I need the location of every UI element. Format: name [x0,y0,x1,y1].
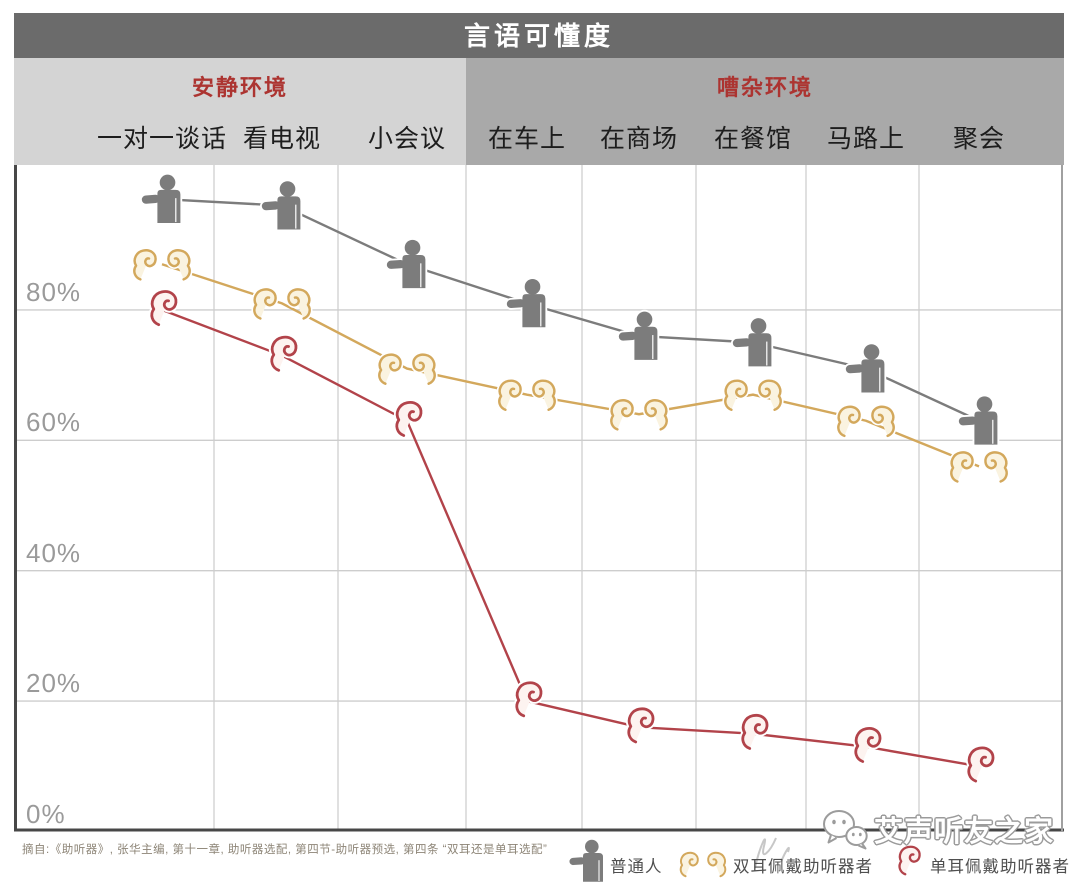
category-label-0: 一对一谈话 [96,125,228,153]
category-label-1: 看电视 [242,125,322,153]
person-icon [504,277,548,330]
watermark-scribble [754,837,790,869]
y-axis-label-0: 0% [26,798,66,829]
quiet-section-background [14,58,466,165]
category-label-4: 在商场 [599,125,679,153]
ear-single-icon [965,744,997,785]
category-label-7: 聚会 [952,125,1006,153]
ears-pair-icon [948,449,1010,485]
section-label-noisy: 嘈杂环境 [716,75,814,100]
person-icon [730,316,774,369]
ear-single-icon [852,725,884,765]
ears-pair-icon [251,286,313,322]
legend-label-monaural: 单耳佩戴助听器者 [930,858,1070,876]
person-icon [956,394,1000,447]
ears-pair-icon [376,351,438,387]
person-icon [843,342,887,395]
source-citation: 摘自:《助听器》, 张华主编, 第十一章, 助听器选配, 第四节-助听器预选, … [22,844,548,856]
gridlines [16,165,1062,830]
series-line-2 [161,308,980,768]
ear-single-icon [625,705,657,746]
y-axis-label-20: 20% [26,668,82,699]
legend-label-normal: 普通人 [610,858,663,876]
ear-single-icon [393,399,425,439]
ear-single-icon [513,679,545,720]
category-label-2: 小会议 [367,125,447,153]
ears-pair-icon [608,397,670,433]
noisy-section-background [466,58,1064,165]
category-label-6: 马路上 [826,125,906,153]
ears-pair-icon [496,377,558,413]
ear-single-icon [268,333,300,374]
legend-ears-pair-icon [678,850,728,879]
category-label-3: 在车上 [487,125,567,153]
category-label-5: 在餐馆 [713,125,793,153]
y-axis-label-80: 80% [26,276,82,307]
legend-person-icon [567,838,605,884]
person-icon [139,172,183,225]
watermark-text: 艾声听友之家 [874,816,1055,848]
person-icon [384,238,428,291]
ears-pair-icon [835,403,897,439]
watermark: 艾声听友之家 [822,808,1054,850]
wechat-icon [823,810,868,850]
section-label-quiet: 安静环境 [191,75,289,100]
person-icon [616,309,660,362]
chart-title: 言语可懂度 [14,13,1064,58]
ears-pair-icon [722,377,784,413]
ear-single-icon [148,288,180,328]
ears-pair-icon [131,247,193,283]
y-axis-label-60: 60% [26,407,82,438]
person-icon [259,179,303,232]
y-axis-label-40: 40% [26,537,82,568]
legend-label-binaural: 双耳佩戴助听器者 [733,858,873,876]
ear-single-icon [739,712,771,752]
legend-ear-single-icon [896,844,923,877]
